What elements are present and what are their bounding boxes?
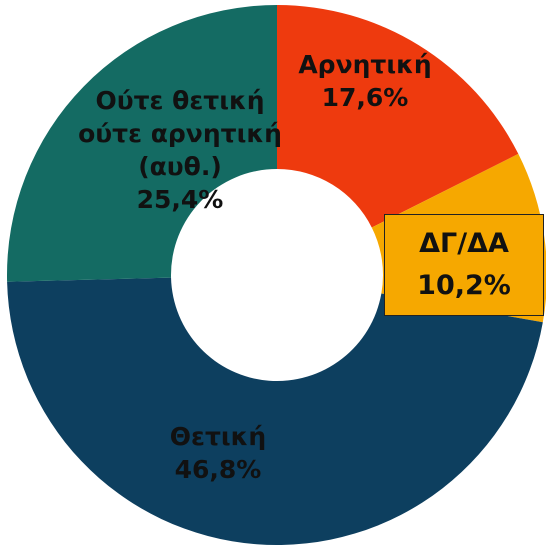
segment-label: Ούτε θετική ούτε αρνητική (αυθ.) 25,4% xyxy=(60,84,300,216)
value-label: 10,2% xyxy=(417,270,511,301)
donut-segment xyxy=(7,277,543,546)
value-label: 46,8% xyxy=(174,455,262,484)
category-label: ΔΓ/ΔΑ xyxy=(419,228,509,259)
segment-label: Αρνητική 17,6% xyxy=(255,48,475,114)
category-label: Αρνητική xyxy=(298,50,432,79)
donut-segment xyxy=(277,5,519,228)
category-label: Ούτε θετική ούτε αρνητική (αυθ.) xyxy=(78,86,282,181)
donut-segment xyxy=(6,5,277,282)
segment-label: ΔΓ/ΔΑ 10,2% xyxy=(384,214,544,316)
segment-label: Θετική 46,8% xyxy=(98,420,338,486)
value-label: 17,6% xyxy=(321,83,409,112)
value-label: 25,4% xyxy=(136,185,224,214)
category-label: Θετική xyxy=(169,422,267,451)
